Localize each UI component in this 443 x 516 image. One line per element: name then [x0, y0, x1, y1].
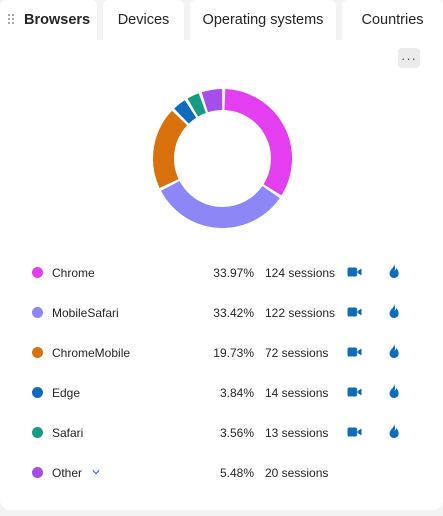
browser-row[interactable]: Safari 3.56% 13 sessions: [0, 423, 443, 443]
flame-icon[interactable]: [388, 343, 400, 359]
browser-row[interactable]: ChromeMobile 19.73% 72 sessions: [0, 343, 443, 363]
tab-browsers-label: Browsers: [24, 12, 91, 28]
donut-slice-safari[interactable]: [187, 93, 207, 117]
legend-dot: [32, 467, 43, 478]
browser-percent: 33.97%: [213, 266, 254, 280]
browser-name: Other: [52, 466, 100, 480]
tab-operating-systems-label: Operating systems: [202, 12, 324, 28]
browser-name: ChromeMobile: [52, 346, 130, 360]
browser-percent: 33.42%: [213, 306, 254, 320]
flame-icon[interactable]: [388, 423, 400, 439]
chevron-down-icon[interactable]: [92, 468, 100, 476]
video-camera-icon[interactable]: [347, 306, 362, 318]
browser-row[interactable]: Other 5.48% 20 sessions: [0, 463, 443, 483]
tab-browsers[interactable]: Browsers: [0, 0, 97, 40]
donut-slice-other[interactable]: [201, 89, 223, 113]
legend-dot: [32, 387, 43, 398]
donut-slice-edge[interactable]: [174, 100, 197, 124]
browser-name: Edge: [52, 386, 80, 400]
more-options-icon: ···: [401, 50, 417, 66]
browser-name-label: Safari: [52, 426, 84, 440]
donut-slice-chromemobile[interactable]: [153, 110, 188, 188]
browser-sessions: 124 sessions: [265, 266, 336, 280]
tab-bar: Browsers Devices Operating systems Count…: [0, 0, 443, 40]
browser-percent: 5.48%: [219, 466, 254, 480]
browser-name-label: ChromeMobile: [52, 346, 131, 360]
browser-name-label: Edge: [52, 386, 81, 400]
donut-slice-chrome[interactable]: [224, 89, 292, 196]
tab-operating-systems[interactable]: Operating systems: [190, 0, 336, 40]
video-camera-icon[interactable]: [347, 426, 362, 438]
browser-sessions: 72 sessions: [265, 346, 329, 360]
legend-dot: [32, 267, 43, 278]
video-camera-icon[interactable]: [347, 386, 362, 398]
legend-dot: [32, 307, 43, 318]
browser-name: Safari: [52, 426, 83, 440]
flame-icon[interactable]: [388, 263, 400, 279]
browser-row[interactable]: Chrome 33.97% 124 sessions: [0, 263, 443, 283]
video-camera-icon[interactable]: [347, 346, 362, 358]
flame-icon[interactable]: [388, 383, 400, 399]
tab-devices-label: Devices: [117, 12, 170, 28]
browser-row[interactable]: Edge 3.84% 14 sessions: [0, 383, 443, 403]
tab-countries[interactable]: Countries: [342, 0, 443, 40]
more-options-button[interactable]: ···: [398, 48, 420, 68]
browser-name-label: Chrome: [52, 266, 95, 280]
browser-sessions: 122 sessions: [265, 306, 336, 320]
browser-percent: 3.84%: [219, 386, 254, 400]
browser-percent: 19.73%: [213, 346, 254, 360]
browser-sessions: 14 sessions: [265, 386, 329, 400]
legend-dot: [32, 347, 43, 358]
browser-share-donut-chart: [153, 89, 292, 228]
browser-name: Chrome: [52, 266, 95, 280]
browsers-card: ··· Chrome 33.97% 124 sessions MobileSafari…: [0, 40, 443, 510]
browser-sessions: 20 sessions: [265, 466, 329, 480]
donut-slice-mobilesafari[interactable]: [160, 180, 280, 228]
legend-dot: [32, 427, 43, 438]
flame-icon[interactable]: [388, 303, 400, 319]
browser-percent: 3.56%: [219, 426, 254, 440]
browser-sessions: 13 sessions: [265, 426, 329, 440]
browser-name-label: Other: [52, 466, 83, 480]
tab-devices[interactable]: Devices: [103, 0, 184, 40]
video-camera-icon[interactable]: [347, 266, 362, 278]
tab-countries-label: Countries: [361, 12, 424, 28]
browser-name-label: MobileSafari: [52, 306, 119, 320]
browser-name: MobileSafari: [52, 306, 119, 320]
browser-row[interactable]: MobileSafari 33.42% 122 sessions: [0, 303, 443, 323]
drag-grip-icon[interactable]: [8, 14, 14, 26]
